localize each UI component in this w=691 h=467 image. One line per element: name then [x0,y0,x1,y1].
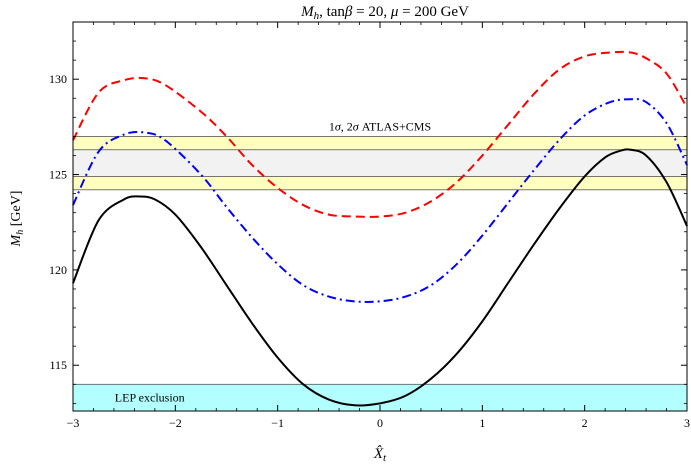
x-tick-label: −2 [169,416,182,430]
y-tick-label: 125 [49,168,67,182]
y-tick-label: 115 [49,358,67,372]
axes-layer [72,21,688,412]
labels-layer: 1σ, 2σ ATLAS+CMS LEP exclusion −3 −2 −1 0 1 2 3 1… [9,4,690,464]
x-tick-label: −1 [271,416,284,430]
x-tick-label: −3 [67,416,80,430]
bands-layer [72,136,688,412]
x-tick-label: 0 [377,416,383,430]
series-dashed-red [72,50,688,218]
x-tick-label: 2 [582,416,588,430]
band-label-lep: LEP exclusion [115,391,185,405]
x-axis-label: X̂t [373,446,387,464]
y-tick-label: 120 [49,263,67,277]
band-1-sigma [72,149,688,177]
band-label-atlas-cms: 1σ, 2σ ATLAS+CMS [329,119,431,133]
x-tick-label: 3 [684,416,690,430]
curves-layer [72,50,688,407]
series-solid-black [72,148,688,407]
chart-title: Mh, tanβ = 20, μ = 200 GeV [300,4,469,22]
series-dashdot-blue [72,98,688,303]
y-axis-label: Mh [GeV] [9,191,26,248]
x-tick-label: 1 [479,416,485,430]
y-tick-label: 130 [49,72,67,86]
plot-frame [72,21,688,412]
